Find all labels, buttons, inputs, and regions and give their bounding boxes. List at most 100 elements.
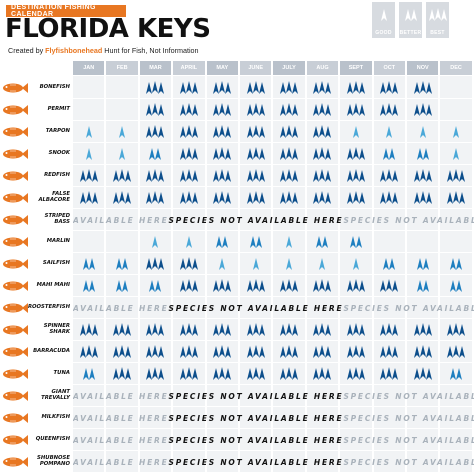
page-title: FLORIDA KEYS	[5, 14, 211, 44]
rating-fish-icon	[279, 323, 298, 336]
rating-fish-icon	[279, 81, 298, 94]
rating-fish-icon	[112, 367, 131, 380]
rating-cell	[440, 363, 471, 385]
fish-icon	[3, 171, 28, 181]
rating-cell	[273, 99, 304, 121]
rating-cell	[340, 275, 371, 297]
rating-fish-icon	[380, 191, 399, 204]
rating-fish-icon	[352, 258, 359, 270]
rating-fish-icon	[383, 258, 396, 270]
rating-fish-icon	[79, 191, 98, 204]
not-available-text-faded: AVAILABLE HERE	[73, 457, 169, 467]
rating-fish-icon	[112, 345, 131, 358]
fish-icon	[3, 457, 28, 467]
rating-cell	[307, 275, 338, 297]
rating-cell	[106, 187, 137, 209]
fish-icon	[3, 391, 28, 401]
rating-fish-icon	[352, 126, 359, 138]
rating-cell	[340, 231, 371, 253]
rating-cell	[173, 143, 204, 165]
rating-cell	[340, 121, 371, 143]
rating-cell	[240, 275, 271, 297]
not-available-text: SPECIES NOT AVAILABLE HERE	[168, 391, 344, 401]
species-name: STRIPED BASS	[44, 213, 70, 225]
rating-fish-icon	[112, 323, 131, 336]
rating-cell	[273, 143, 304, 165]
rating-cell	[374, 341, 405, 363]
rating-cell	[407, 121, 438, 143]
not-available-text-faded: AVAILABLE HERE	[73, 215, 169, 225]
rating-fish-icon	[146, 103, 165, 116]
rating-cell	[207, 363, 238, 385]
month-header: JUNE	[240, 61, 272, 75]
rating-cell	[307, 231, 338, 253]
rating-cell	[73, 253, 104, 275]
rating-cell	[374, 253, 405, 275]
row-divider	[70, 340, 474, 341]
rating-cell	[273, 231, 304, 253]
row-divider	[70, 120, 474, 121]
legend-better: BETTER	[399, 2, 422, 38]
species-label: SPINNER SHARK	[2, 319, 70, 341]
rating-fish-icon	[246, 323, 265, 336]
not-available-text-faded: SPECIES NOT AVAILABLE HERE	[343, 391, 474, 401]
rating-cell	[273, 165, 304, 187]
rating-cell	[240, 165, 271, 187]
species-name: MARLIN	[46, 238, 70, 245]
species-name: QUEENFISH	[35, 436, 70, 443]
rating-fish-icon	[213, 323, 232, 336]
species-label: MILKFISH	[2, 407, 70, 429]
rating-cell	[207, 77, 238, 99]
rating-fish-icon	[285, 258, 292, 270]
rating-fish-icon	[313, 103, 332, 116]
rating-cell	[173, 187, 204, 209]
rating-cell	[173, 363, 204, 385]
credit-suffix: Hunt for Fish, Not Information	[104, 46, 199, 55]
species-label: ROOSTERFISH	[2, 297, 70, 319]
fish-icon	[3, 303, 28, 313]
rating-fish-icon	[79, 169, 98, 182]
legend-label: GOOD	[375, 30, 392, 36]
species-name: TUNA	[53, 370, 70, 377]
fish-icon	[3, 413, 28, 423]
rating-fish-icon	[416, 148, 429, 160]
rating-cell	[240, 77, 271, 99]
not-available-text: SPECIES NOT AVAILABLE HERE	[168, 215, 344, 225]
rating-fish-icon	[452, 126, 459, 138]
not-available-text: SPECIES NOT AVAILABLE HERE	[168, 457, 344, 467]
rating-cell	[273, 319, 304, 341]
row-divider	[70, 428, 474, 429]
species-label: SAILFISH	[2, 253, 70, 275]
rating-fish-icon	[313, 169, 332, 182]
rating-fish-icon	[413, 323, 432, 336]
rating-cell	[173, 121, 204, 143]
fish-icon	[3, 105, 28, 115]
month-header: JULY	[273, 61, 305, 75]
rating-fish-icon	[313, 279, 332, 292]
rating-fish-icon	[179, 125, 198, 138]
rating-cell	[440, 121, 471, 143]
legend-label: BETTER	[399, 30, 422, 36]
rating-fish-icon	[416, 258, 429, 270]
month-header: DEC	[440, 61, 472, 75]
rating-cell	[273, 253, 304, 275]
rating-fish-icon	[246, 345, 265, 358]
rating-cell	[106, 165, 137, 187]
credit-line: Created by Flyfishbonehead Hunt for Fish…	[8, 46, 199, 55]
species-name: GIANT TREVALLY	[41, 389, 70, 401]
rating-fish-icon	[313, 367, 332, 380]
rating-fish-icon	[179, 345, 198, 358]
rating-fish-icon	[279, 191, 298, 204]
rating-cell	[240, 231, 271, 253]
rating-cell	[407, 319, 438, 341]
species-name: SPINNER SHARK	[43, 323, 70, 335]
rating-cell	[73, 275, 104, 297]
rating-fish-icon	[449, 280, 462, 292]
rating-cell	[340, 341, 371, 363]
rating-fish-icon	[216, 236, 229, 248]
rating-fish-icon	[152, 236, 159, 248]
rating-fish-icon	[146, 367, 165, 380]
rating-cell	[106, 253, 137, 275]
rating-cell	[307, 99, 338, 121]
